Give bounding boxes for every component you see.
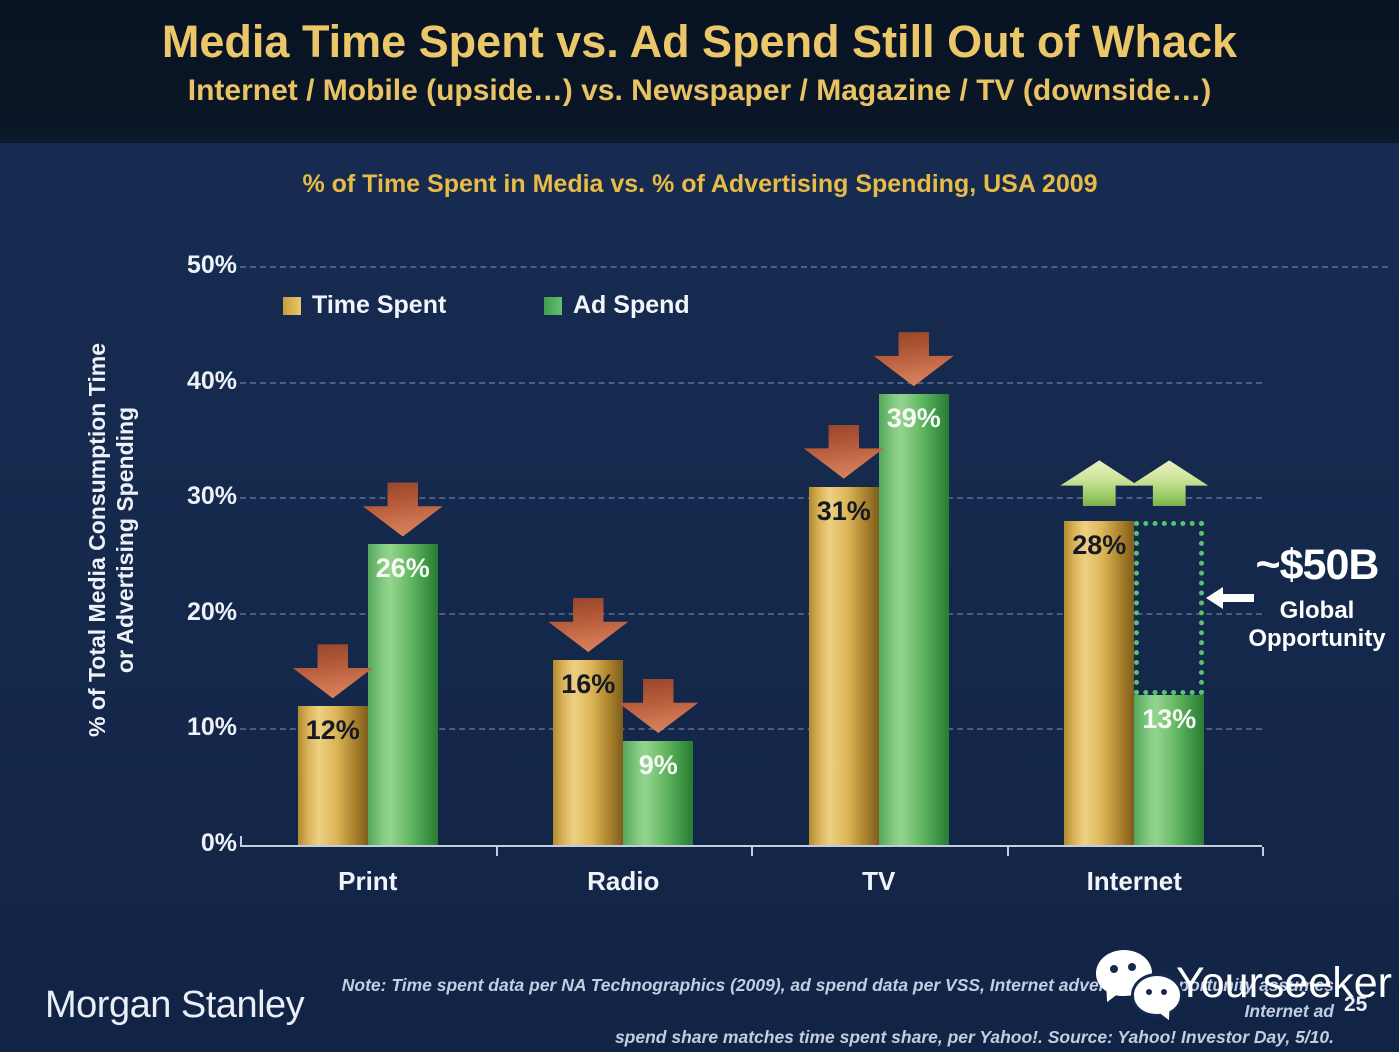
y-axis-tick-label: 40%	[186, 366, 237, 395]
wechat-icon	[1090, 948, 1182, 1023]
y-axis-title: % of Total Media Consumption Time or Adv…	[83, 250, 139, 830]
trend-up-arrow	[1060, 460, 1139, 507]
watermark-text: Yourseeker	[1176, 958, 1392, 1007]
y-axis-title-line1: % of Total Media Consumption Time	[84, 343, 110, 737]
bar-time-spent-internet: 28%	[1064, 521, 1135, 845]
bar-time-spent-radio: 16%	[553, 660, 624, 845]
source-note-line2: spend share matches time spent share, pe…	[614, 1027, 1334, 1047]
trend-down-arrow	[548, 598, 629, 653]
trend-down-arrow	[292, 644, 373, 699]
legend-label-time-spent: Time Spent	[312, 291, 447, 319]
trend-down-arrow	[873, 332, 954, 387]
y-axis-tick-label: 0%	[200, 829, 237, 857]
gridline-40	[240, 381, 1262, 384]
bar-value-label: 16%	[561, 669, 616, 700]
x-axis-line	[240, 845, 1262, 847]
legend-item-ad-spend: Ad Spend	[544, 291, 690, 320]
legend-swatch-gold	[283, 296, 301, 315]
category-label-tv: TV	[862, 866, 896, 896]
trend-up-arrow	[1130, 460, 1209, 507]
source-note: Note: Time spent data per NA Technograph…	[320, 972, 1334, 1050]
gridline-10	[240, 728, 1262, 731]
x-axis-tick	[1006, 847, 1009, 856]
y-axis-tick-label: 20%	[186, 597, 237, 626]
bar-value-label: 28%	[1072, 530, 1127, 561]
page-number: 25	[1344, 993, 1368, 1016]
slide-subtitle: Internet / Mobile (upside…) vs. Newspape…	[187, 74, 1212, 107]
trend-down-arrow	[803, 424, 884, 479]
bar-value-label: 13%	[1142, 703, 1197, 734]
category-label-print: Print	[338, 866, 398, 896]
gridline-50	[240, 266, 1388, 268]
category-label-internet: Internet	[1086, 866, 1182, 896]
y-axis-tick-label: 30%	[186, 482, 237, 511]
y-axis-title-line2: or Advertising Spending	[112, 406, 138, 674]
wechat-bubble-small	[1134, 976, 1180, 1023]
bar-value-label: 9%	[638, 749, 678, 780]
bar-value-label: 39%	[886, 403, 941, 434]
pointer-arrow-head	[1206, 587, 1223, 609]
x-axis-end-tick	[1262, 847, 1264, 856]
opportunity-label-line1: Global	[1279, 597, 1355, 624]
bar-time-spent-print: 12%	[297, 706, 368, 845]
chart-title: % of Time Spent in Media vs. % of Advert…	[302, 170, 1098, 198]
opportunity-label-line2: Opportunity	[1248, 625, 1386, 652]
opportunity-annotation: ~$50B Global Opportunity	[1243, 541, 1391, 653]
x-axis-tick	[751, 847, 753, 856]
bar-time-spent-tv: 31%	[808, 486, 879, 845]
bar-ad-spend-radio: 9%	[623, 740, 694, 845]
legend-swatch-green	[544, 296, 562, 315]
trend-down-arrow	[618, 678, 699, 733]
bar-ad-spend-internet: 13%	[1134, 694, 1205, 845]
opportunity-value: ~$50B	[1255, 541, 1380, 589]
gridline-30	[240, 497, 1262, 500]
watermark: Yourseeker	[1090, 948, 1392, 1023]
bar-ad-spend-print: 26%	[367, 544, 438, 845]
morgan-stanley-logo: Morgan Stanley	[45, 984, 305, 1026]
pointer-arrow-icon	[1206, 587, 1254, 609]
slide-title: Media Time Spent vs. Ad Spend Still Out …	[161, 16, 1238, 67]
bar-ad-spend-tv: 39%	[878, 394, 949, 845]
source-note-line1: Note: Time spent data per NA Technograph…	[341, 975, 1334, 1021]
gridline-20	[240, 612, 1262, 615]
opportunity-gap-box	[1134, 521, 1205, 695]
pointer-arrow-shaft	[1221, 594, 1254, 602]
bar-value-label: 12%	[305, 715, 360, 746]
bar-value-label: 26%	[375, 553, 430, 584]
legend-label-ad-spend: Ad Spend	[573, 291, 690, 319]
trend-down-arrow	[362, 482, 443, 537]
category-label-radio: Radio	[587, 866, 660, 896]
y-axis-tick-label: 10%	[186, 713, 237, 742]
legend-item-time-spent: Time Spent	[283, 291, 446, 320]
y-axis-tick-label: 50%	[186, 251, 237, 279]
x-axis-tick	[495, 847, 498, 856]
x-axis-start-tick	[240, 836, 242, 845]
slide-header: Media Time Spent vs. Ad Spend Still Out …	[0, 0, 1399, 143]
bar-value-label: 31%	[816, 495, 871, 526]
